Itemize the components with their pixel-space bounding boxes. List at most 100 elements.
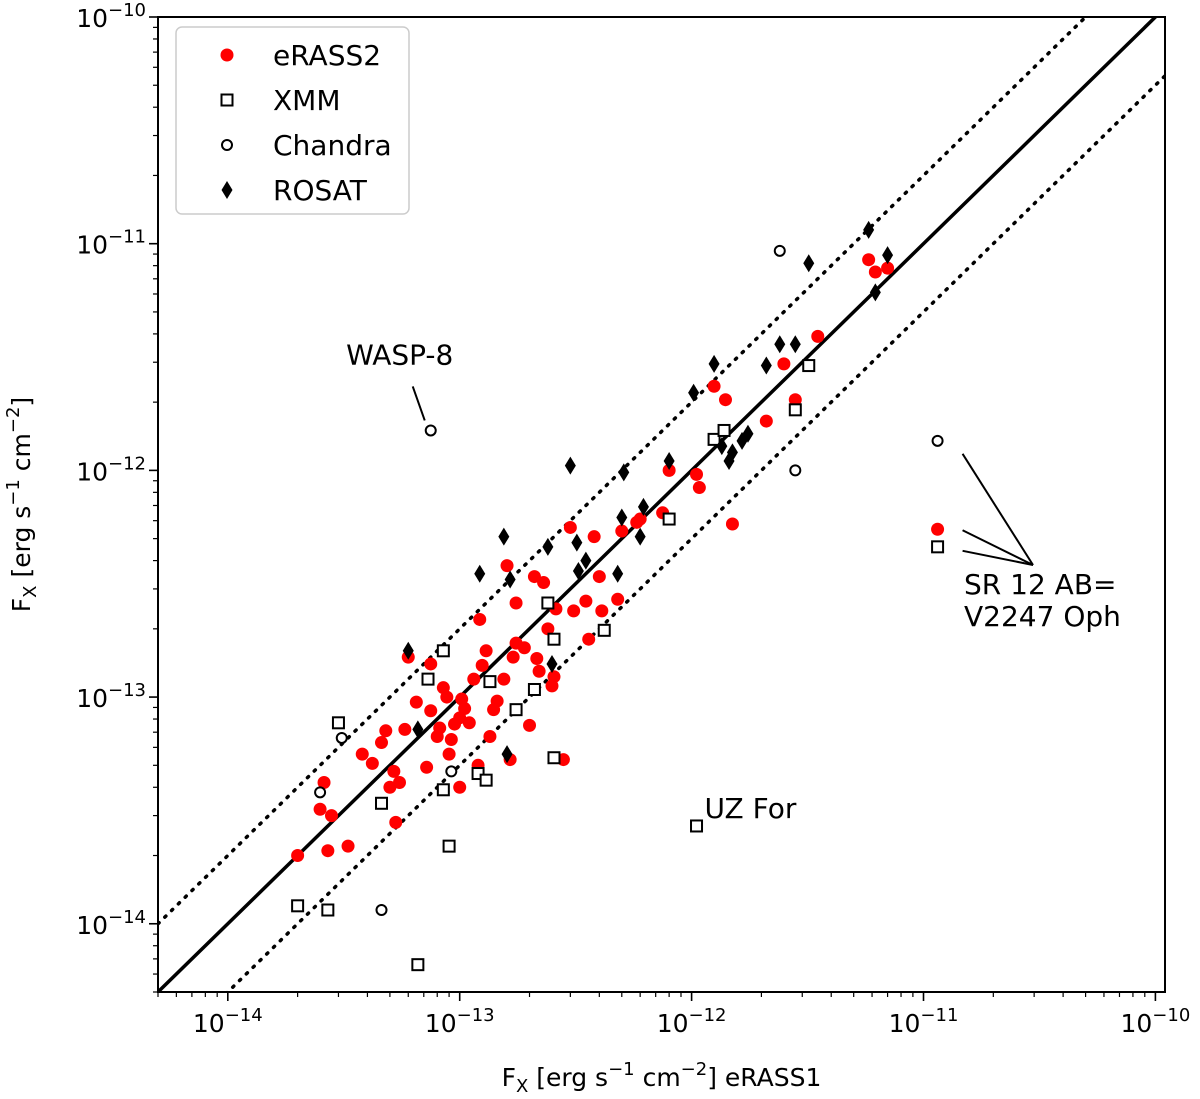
- erass2-point: [453, 780, 467, 794]
- erass2-point: [462, 716, 476, 730]
- erass2-point: [409, 695, 423, 709]
- erass2-point: [517, 641, 531, 655]
- erass2-point: [313, 802, 327, 816]
- erass2-point: [398, 722, 412, 736]
- series-erass2: [291, 253, 945, 863]
- erass2-point: [595, 604, 609, 618]
- xmm-point: [597, 623, 611, 637]
- y-tick-label: 10−10: [76, 0, 146, 33]
- erass2-point: [389, 815, 403, 829]
- rosat-point: [869, 283, 881, 302]
- chandra-point: [335, 731, 348, 744]
- x-axis-title: FX [erg s−1 cm−2] eRASS1: [502, 1059, 822, 1097]
- x-tick-label: 10−13: [425, 1005, 495, 1038]
- xmm-point: [442, 839, 456, 853]
- erass2-point: [365, 756, 379, 770]
- erass2-point: [420, 760, 434, 774]
- xmm-point: [547, 751, 561, 765]
- erass2-point: [440, 690, 454, 704]
- xmm-point: [527, 682, 541, 696]
- erass2-point: [479, 644, 493, 658]
- erass2-point: [788, 393, 802, 407]
- xmm-point: [321, 903, 335, 917]
- xmm-point: [547, 632, 561, 646]
- erass2-point: [341, 839, 355, 853]
- erass2-point: [547, 670, 561, 684]
- erass2-point: [527, 570, 541, 584]
- xmm-point: [931, 540, 945, 554]
- erass2-point: [523, 718, 537, 732]
- chandra-point: [789, 464, 802, 477]
- legend-marker-rosat: [221, 181, 233, 199]
- rosat-point: [863, 220, 875, 239]
- xmm-point: [717, 423, 731, 437]
- erass2-point: [375, 736, 389, 750]
- rosat-point: [634, 527, 646, 546]
- y-tick-label: 10−14: [76, 907, 146, 940]
- erass2-point: [325, 809, 339, 823]
- erass2-point: [317, 775, 331, 789]
- erass2-point: [718, 393, 732, 407]
- erass2-point: [579, 594, 593, 608]
- erass2-point: [881, 261, 895, 275]
- legend-label-chandra: Chandra: [273, 129, 392, 162]
- y-tick-label: 10−11: [76, 227, 146, 260]
- erass2-point: [291, 849, 305, 863]
- rosat-point: [580, 551, 592, 570]
- series-rosat: [402, 220, 894, 764]
- erass2-point: [931, 522, 945, 536]
- series-chandra: [314, 244, 944, 916]
- rosat-point: [612, 564, 624, 583]
- rosat-point: [498, 527, 510, 546]
- rosat-point: [742, 424, 754, 443]
- xmm-point: [331, 716, 345, 730]
- erass2-point: [537, 576, 551, 590]
- erass2-point: [567, 604, 581, 618]
- chandra-point: [375, 903, 388, 916]
- erass2-point: [563, 520, 577, 534]
- erass2-point: [490, 694, 504, 708]
- sr12-leader-line: [962, 549, 1034, 566]
- erass2-point: [467, 672, 481, 686]
- annotations: WASP-8 UZ For SR 12 AB=V2247 Oph: [346, 338, 1121, 825]
- xmm-point: [483, 675, 497, 689]
- xmm-point: [411, 958, 425, 972]
- erass2-point: [530, 651, 544, 665]
- erass2-point: [862, 253, 876, 267]
- erass2-point: [355, 747, 369, 761]
- plot-frame: [157, 16, 1166, 993]
- rosat-point: [412, 720, 424, 739]
- erass2-point: [444, 732, 458, 746]
- erass2-point: [506, 650, 520, 664]
- erass2-point: [868, 265, 882, 279]
- erass2-point: [690, 467, 704, 481]
- rosat-point: [774, 335, 786, 354]
- erass2-point: [509, 596, 523, 610]
- rosat-point: [474, 564, 486, 583]
- xmm-point: [541, 596, 555, 610]
- series-xmm: [291, 359, 945, 972]
- rosat-point: [572, 561, 584, 580]
- data-marks: [291, 220, 945, 972]
- erass2-point: [615, 524, 629, 538]
- erass2-point: [458, 702, 472, 716]
- erass2-point: [707, 379, 721, 393]
- rosat-point: [708, 354, 720, 373]
- legend-label-xmm: XMM: [273, 84, 341, 117]
- xmm-point: [509, 703, 523, 717]
- wasp8-leader-line: [411, 386, 426, 421]
- rosat-point: [546, 654, 558, 673]
- erass2-point: [383, 780, 397, 794]
- erass2-point: [475, 658, 489, 672]
- erass2-point: [424, 704, 438, 718]
- xmm-point: [479, 773, 493, 787]
- legend-marker-xmm: [220, 93, 234, 107]
- xmm-point: [471, 767, 485, 781]
- erass2-point: [500, 559, 514, 573]
- erass2-point: [442, 747, 456, 761]
- chandra-point: [931, 434, 944, 447]
- sr12-leader-line: [962, 529, 1034, 566]
- plot-area: [158, 17, 1165, 992]
- y-tick-label: 10−13: [76, 680, 146, 713]
